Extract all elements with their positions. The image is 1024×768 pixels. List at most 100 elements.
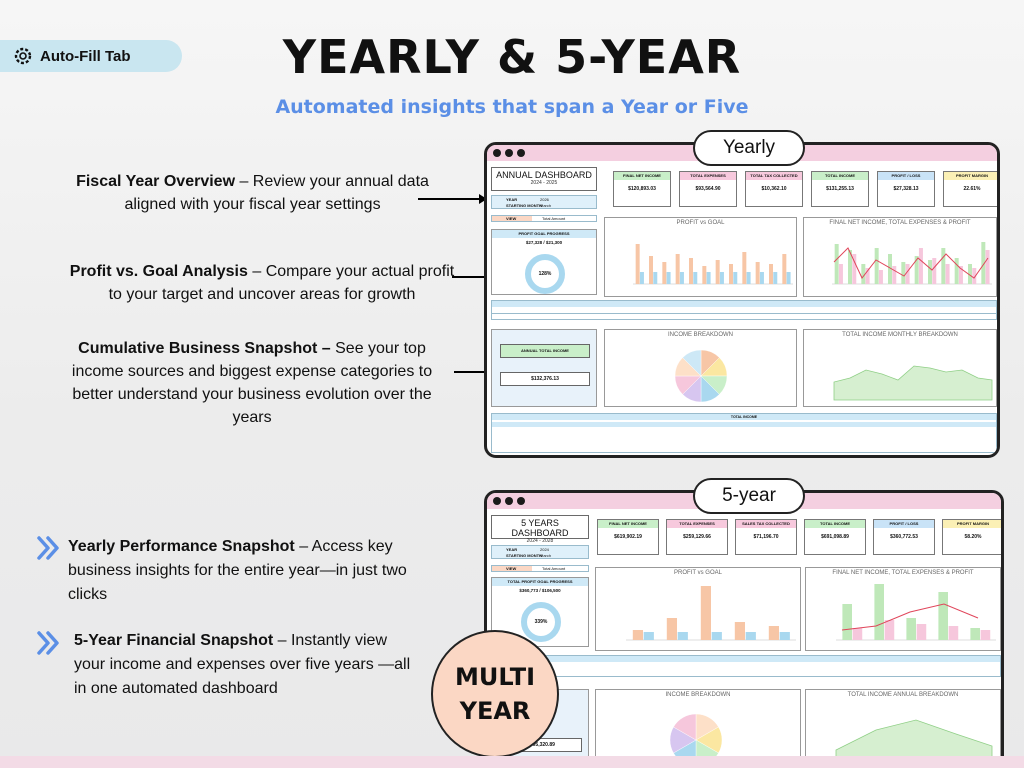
bar (892, 266, 897, 284)
bar (914, 256, 919, 284)
kpi-value: $360,772.53 (890, 534, 918, 540)
series-line (833, 247, 989, 279)
five-year-tag: 5-year (693, 478, 805, 514)
bar (905, 264, 910, 284)
monthly-summary-table (491, 300, 997, 320)
bar (666, 618, 677, 640)
bar (653, 272, 658, 284)
total-income-table: TOTAL INCOME (491, 413, 997, 453)
auto-fill-tab-badge: Auto-Fill Tab (0, 40, 182, 72)
double-chevron-icon (37, 536, 59, 560)
bar (838, 264, 843, 284)
bar (980, 630, 991, 640)
yearly-tag: Yearly (693, 130, 805, 166)
bar (729, 264, 733, 284)
bar (745, 632, 756, 640)
year-selector[interactable]: YEAR 2026 STARTING MONTH March (491, 195, 597, 209)
kpi-label: FINAL NET INCOME (614, 172, 670, 180)
annual-summary-table (491, 655, 1001, 677)
bar (715, 260, 720, 284)
annual-income-panel: ANNUAL TOTAL INCOME $132,376.13 (491, 329, 597, 407)
bar (769, 264, 773, 284)
window-dot (493, 149, 501, 157)
profit-goal-progress: PROFIT GOAL PROGRESS $27,328 / $21,300 1… (491, 229, 597, 295)
bar (677, 632, 688, 640)
kpi-value: $259,129.66 (683, 534, 711, 540)
bar (711, 632, 722, 640)
bar (719, 272, 724, 284)
bar (779, 632, 790, 640)
bar (861, 264, 866, 284)
bar (954, 258, 959, 284)
kpi-card: PROFIT MARGIN 22.61% (943, 171, 997, 207)
kpi-card: PROFIT MARGIN 58.20% (942, 519, 1001, 555)
bar (884, 620, 895, 640)
bar (782, 254, 787, 284)
dashboard-title: ANNUAL DASHBOARD 2024 - 2025 (491, 167, 597, 191)
bar (968, 264, 972, 284)
bar (662, 262, 667, 284)
kpi-value: 58.20% (964, 534, 982, 540)
bar (759, 272, 764, 284)
kpi-label: PROFIT / LOSS (878, 172, 934, 180)
kpi-label: TOTAL EXPENSES (680, 172, 736, 180)
kpi-label: PROFIT MARGIN (944, 172, 997, 180)
bar (970, 628, 980, 640)
kpi-label: PROFIT / LOSS (874, 520, 934, 528)
kpi-value: $619,902.19 (614, 534, 642, 540)
bar (693, 272, 698, 284)
pie-slice (673, 713, 697, 741)
monthly-breakdown-chart: TOTAL INCOME MONTHLY BREAKDOWN (803, 329, 997, 407)
bar (842, 604, 852, 640)
view-selector[interactable]: VIEW Total Amount (491, 565, 589, 572)
kpi-value: $120,893.03 (628, 186, 656, 192)
bar (932, 258, 937, 284)
year-selector[interactable]: YEAR 2024 STARTING MONTH March (491, 545, 589, 559)
five-year-dashboard-mockup: 5 YEARS DASHBOARD 2024 - 2028 YEAR 2024 … (484, 490, 1004, 768)
income-breakdown-chart: INCOME BREAKDOWN (604, 329, 797, 407)
kpi-label: TOTAL INCOME (812, 172, 868, 180)
bar (918, 248, 923, 284)
bar (852, 628, 863, 640)
kpi-value: $71,196.70 (753, 534, 779, 540)
bar (972, 268, 977, 284)
kpi-label: PROFIT MARGIN (943, 520, 1001, 528)
bar (773, 272, 778, 284)
bar (948, 626, 959, 640)
bar (938, 592, 948, 640)
kpi-value: $10,362.10 (761, 186, 787, 192)
kpi-card: TOTAL TAX COLLECTED $10,362.10 (745, 171, 803, 207)
feature-five-year-snapshot: 5-Year Financial Snapshot – Instantly vi… (74, 632, 411, 697)
progress-donut: 128% (525, 254, 565, 294)
bar (742, 252, 747, 284)
double-chevron-icon (37, 631, 59, 655)
bar (700, 586, 711, 640)
bar (848, 250, 852, 284)
kpi-card: TOTAL INCOME $691,098.89 (804, 519, 866, 555)
net-income-chart: FINAL NET INCOME, TOTAL EXPENSES & PROFI… (805, 567, 1001, 651)
bar (874, 248, 879, 284)
bar (834, 244, 839, 284)
view-selector[interactable]: VIEW Total Amount (491, 215, 597, 222)
kpi-label: TOTAL TAX COLLECTED (746, 172, 802, 180)
bar (666, 272, 671, 284)
bar (928, 260, 932, 284)
kpi-card: PROFIT / LOSS $360,772.53 (873, 519, 935, 555)
bar (874, 584, 884, 640)
kpi-value: $93,564.90 (695, 186, 721, 192)
kpi-card: PROFIT / LOSS $27,328.13 (877, 171, 935, 207)
bar (941, 248, 946, 284)
arrow-connector (418, 194, 487, 204)
feature-yearly-performance: Yearly Performance Snapshot – Access key… (68, 538, 407, 603)
kpi-card: FINAL NET INCOME $619,902.19 (597, 519, 659, 555)
profit-vs-goal-chart: PROFIT vs GOAL (595, 567, 801, 651)
bar (945, 264, 950, 284)
kpi-value: $691,098.89 (821, 534, 849, 540)
progress-donut: 339% (521, 602, 561, 642)
bar (679, 272, 684, 284)
feature-fiscal-year: Fiscal Year Overview – Review your annua… (76, 173, 429, 213)
kpi-card: TOTAL EXPENSES $93,564.90 (679, 171, 737, 207)
area-series (833, 365, 993, 401)
feature-profit-goal: Profit vs. Goal Analysis – Compare your … (69, 263, 455, 303)
multi-year-badge: MULTI YEAR (431, 630, 559, 758)
